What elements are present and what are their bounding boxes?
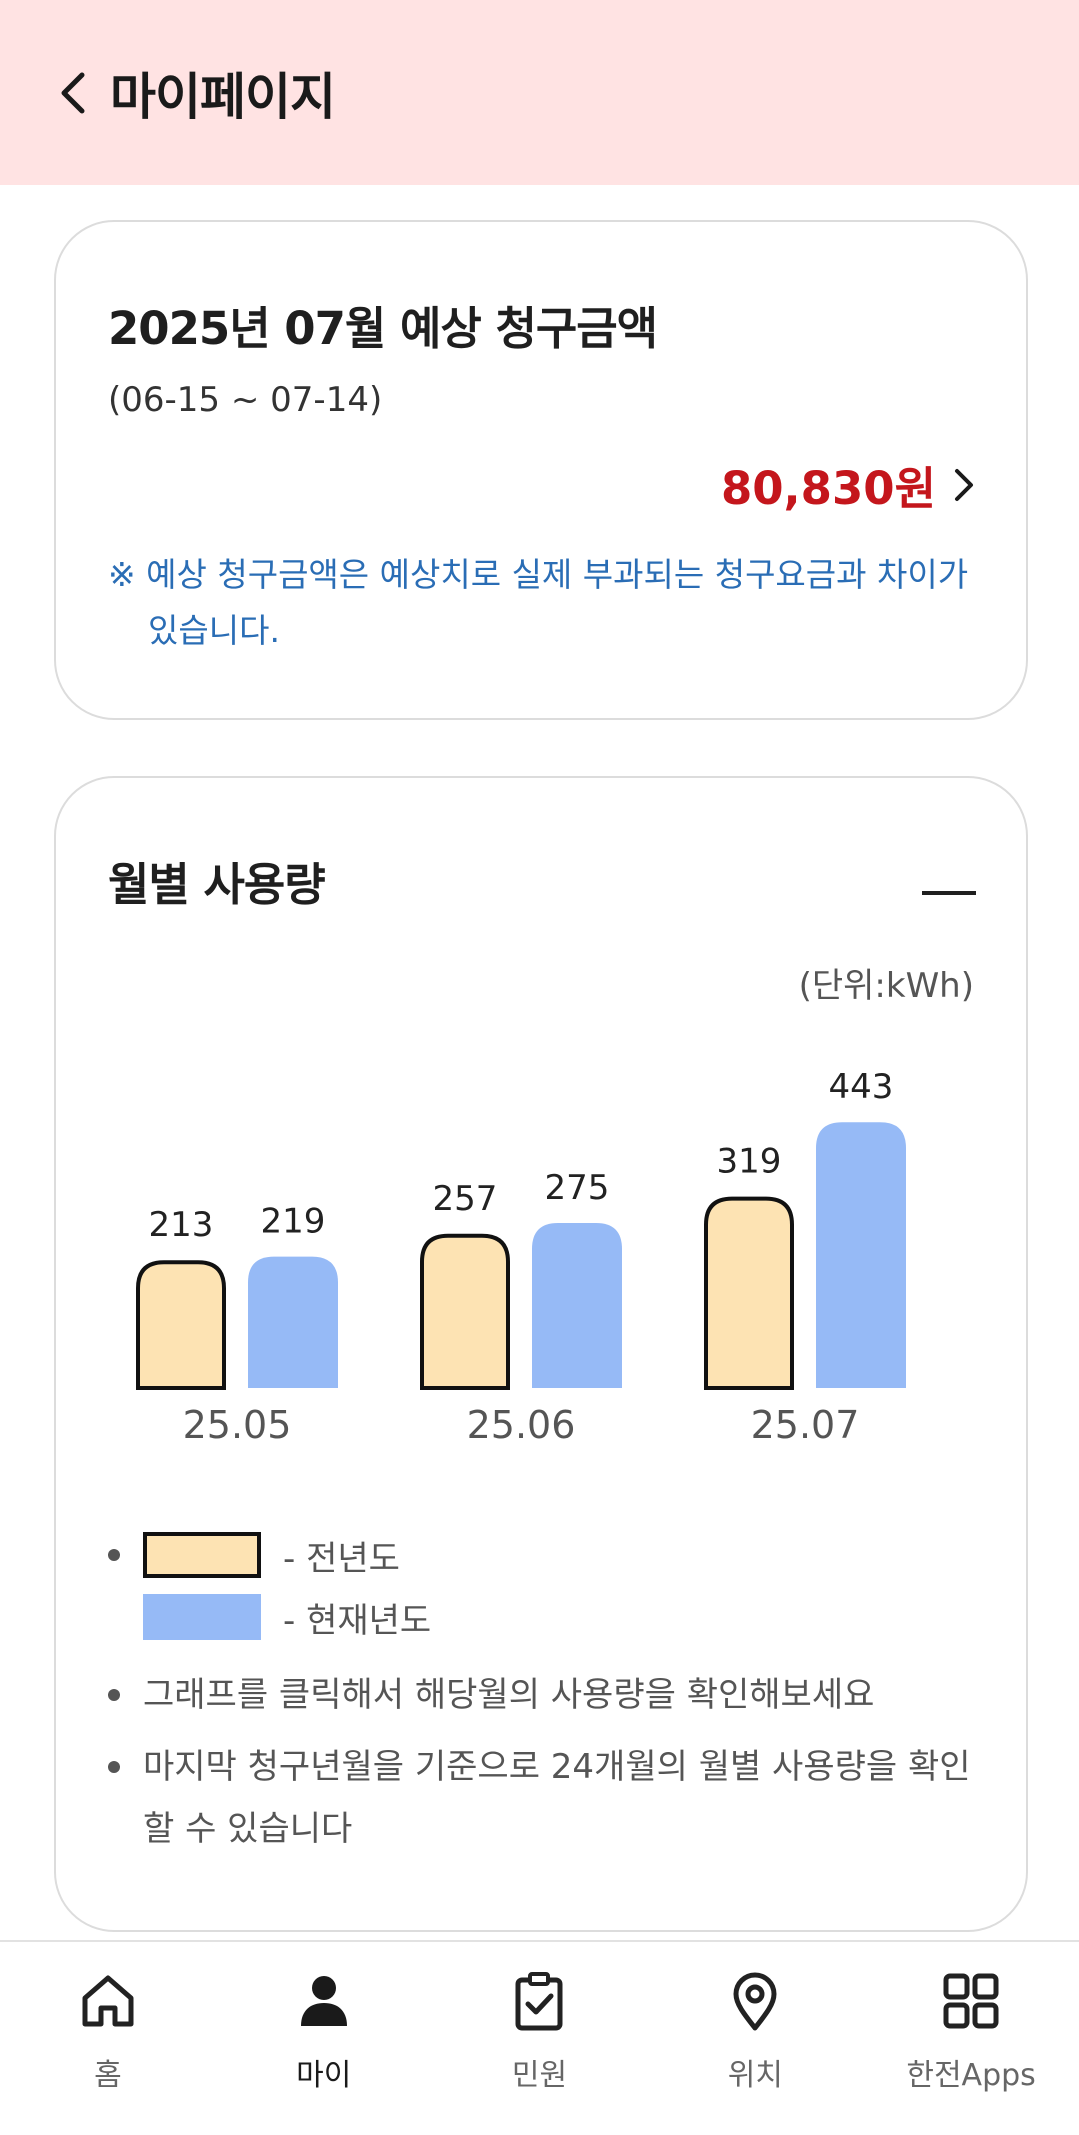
page-title: 마이페이지 xyxy=(110,67,336,126)
bill-amount-link[interactable]: 80,830원 xyxy=(721,452,976,517)
bill-title: 2025년 07월 예상 청구금액 xyxy=(108,302,658,355)
usage-note: 마지막 청구년월을 기준으로 24개월의 월별 사용량을 확인할 수 있습니다 xyxy=(108,1736,988,1860)
bullet xyxy=(108,1761,120,1773)
bar-value-label: 257 xyxy=(433,1179,498,1219)
bar-prev-year[interactable] xyxy=(136,1260,226,1390)
legend-label-cur: - 현재년도 xyxy=(283,1600,432,1641)
nav-item-location[interactable]: 위치 xyxy=(647,1942,863,2135)
bill-card: 2025년 07월 예상 청구금액 (06-15 ~ 07-14) 80,830… xyxy=(54,220,1028,720)
x-tick-label: 25.06 xyxy=(467,1403,576,1447)
legend-swatch-prev xyxy=(143,1532,261,1578)
nav-label-location: 위치 xyxy=(727,2058,783,2093)
collapse-button[interactable] xyxy=(922,878,976,908)
legend-row-cur: - 현재년도 xyxy=(108,1588,988,1646)
nav-item-home[interactable]: 홈 xyxy=(0,1942,216,2135)
usage-note: 그래프를 클릭해서 해당월의 사용량을 확인해보세요 xyxy=(108,1664,988,1726)
chevron-right-icon xyxy=(955,468,973,501)
home-icon xyxy=(82,1975,134,2027)
nav-label-my: 마이 xyxy=(296,2058,352,2093)
bar-prev-year[interactable] xyxy=(704,1196,794,1390)
x-tick-label: 25.05 xyxy=(183,1403,292,1447)
chart-legend: - 전년도 - 현재년도 그래프를 클릭해서 해당월의 사용량을 확인해보세요 … xyxy=(108,1526,988,1860)
bar-value-label: 319 xyxy=(717,1142,782,1182)
usage-bar-chart[interactable]: 213 219 25.05 257 275 25.06 319 443 25.07 xyxy=(56,778,1030,1518)
bar-value-label: 275 xyxy=(545,1168,610,1208)
nav-label-complaint: 민원 xyxy=(511,2058,568,2093)
bill-note: ※ 예상 청구금액은 예상치로 실제 부과되는 청구요금과 차이가 있습니다. xyxy=(108,555,969,650)
bullet xyxy=(108,1689,120,1701)
bar-current-year[interactable] xyxy=(248,1256,338,1388)
bar-current-year[interactable] xyxy=(532,1223,622,1388)
usage-note-text: 마지막 청구년월을 기준으로 24개월의 월별 사용량을 확인할 수 있습니다 xyxy=(143,1747,971,1849)
nav-item-complaint[interactable]: 민원 xyxy=(432,1942,648,2135)
bar-value-label: 213 xyxy=(149,1205,214,1245)
bullet xyxy=(108,1549,120,1561)
x-tick-label: 25.07 xyxy=(751,1403,860,1447)
bar-prev-year[interactable] xyxy=(420,1233,510,1390)
bar-value-label: 443 xyxy=(829,1067,894,1107)
chevron-left-icon xyxy=(61,72,85,113)
nav-label-apps: 한전Apps xyxy=(906,2058,1036,2093)
location-pin-icon xyxy=(733,1972,777,2031)
legend-row-prev: - 전년도 xyxy=(108,1526,988,1584)
bottom-nav: 홈 마이 민원 위치 한전Apps xyxy=(0,1940,1079,2135)
bill-amount: 80,830원 xyxy=(720,462,936,515)
clipboard-check-icon xyxy=(515,1972,563,2031)
apps-grid-icon xyxy=(943,1973,999,2029)
unit-label: (단위:kWh) xyxy=(798,966,974,1006)
usage-title: 월별 사용량 xyxy=(108,858,326,911)
nav-item-my[interactable]: 마이 xyxy=(216,1942,432,2135)
nav-item-apps[interactable]: 한전Apps xyxy=(863,1942,1079,2135)
legend-label-prev: - 전년도 xyxy=(283,1538,400,1579)
back-button[interactable] xyxy=(58,58,88,128)
app-header: 마이페이지 xyxy=(0,0,1079,185)
usage-note-text: 그래프를 클릭해서 해당월의 사용량을 확인해보세요 xyxy=(143,1675,875,1715)
person-icon xyxy=(300,1976,347,2026)
bar-current-year[interactable] xyxy=(816,1122,906,1388)
bar-value-label: 219 xyxy=(261,1202,326,1242)
usage-card: 월별 사용량 (단위:kWh) 213 219 25.05 257 275 25.06 31… xyxy=(54,776,1028,1932)
bill-period: (06-15 ~ 07-14) xyxy=(108,380,383,420)
nav-label-home: 홈 xyxy=(94,2058,122,2093)
minus-icon xyxy=(922,891,976,895)
legend-swatch-cur xyxy=(143,1594,261,1640)
